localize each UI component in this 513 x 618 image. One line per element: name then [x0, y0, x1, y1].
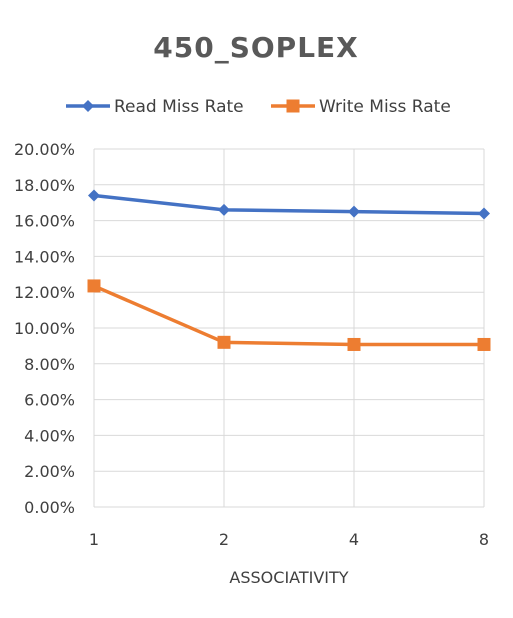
x-axis-ticks: 1 2 4 8: [89, 530, 489, 549]
data-point: [87, 279, 101, 293]
y-tick-label: 4.00%: [24, 426, 75, 445]
y-tick-label: 0.00%: [24, 498, 75, 517]
y-tick-label: 14.00%: [14, 247, 75, 266]
data-point: [88, 189, 100, 202]
data-point: [478, 207, 490, 220]
legend-marker: [286, 99, 300, 113]
data-point: [217, 335, 231, 349]
series-0: [88, 189, 490, 220]
legend-marker: [82, 100, 94, 112]
legend-label: Write Miss Rate: [319, 97, 451, 117]
x-tick-label: 1: [89, 530, 99, 549]
x-tick-label: 2: [219, 530, 229, 549]
y-tick-label: 10.00%: [14, 319, 75, 338]
y-tick-label: 6.00%: [24, 391, 75, 410]
x-axis-label: ASSOCIATIVITY: [229, 568, 348, 587]
series-1: [87, 279, 491, 351]
y-tick-label: 8.00%: [24, 355, 75, 374]
legend-item: Read Miss Rate: [66, 97, 244, 117]
series-layer: [87, 189, 491, 351]
x-tick-label: 8: [479, 530, 489, 549]
chart-title: 450_SOPLEX: [153, 31, 359, 64]
x-tick-label: 4: [349, 530, 359, 549]
legend-item: Write Miss Rate: [271, 97, 451, 117]
gridlines: [93, 148, 485, 508]
y-tick-label: 16.00%: [14, 212, 75, 231]
legend: Read Miss Rate Write Miss Rate: [66, 97, 451, 117]
y-tick-label: 12.00%: [14, 283, 75, 302]
y-tick-label: 2.00%: [24, 462, 75, 481]
y-tick-label: 20.00%: [14, 140, 75, 159]
legend-label: Read Miss Rate: [114, 97, 244, 117]
data-point: [348, 205, 360, 218]
data-point: [347, 337, 361, 351]
y-tick-label: 18.00%: [14, 176, 75, 195]
series-line: [93, 193, 485, 216]
data-point: [477, 337, 491, 351]
y-axis-ticks: 0.00% 2.00% 4.00% 6.00% 8.00% 10.00% 12.00% 14.…: [14, 140, 75, 517]
series-line: [93, 284, 484, 347]
data-point: [218, 203, 230, 216]
